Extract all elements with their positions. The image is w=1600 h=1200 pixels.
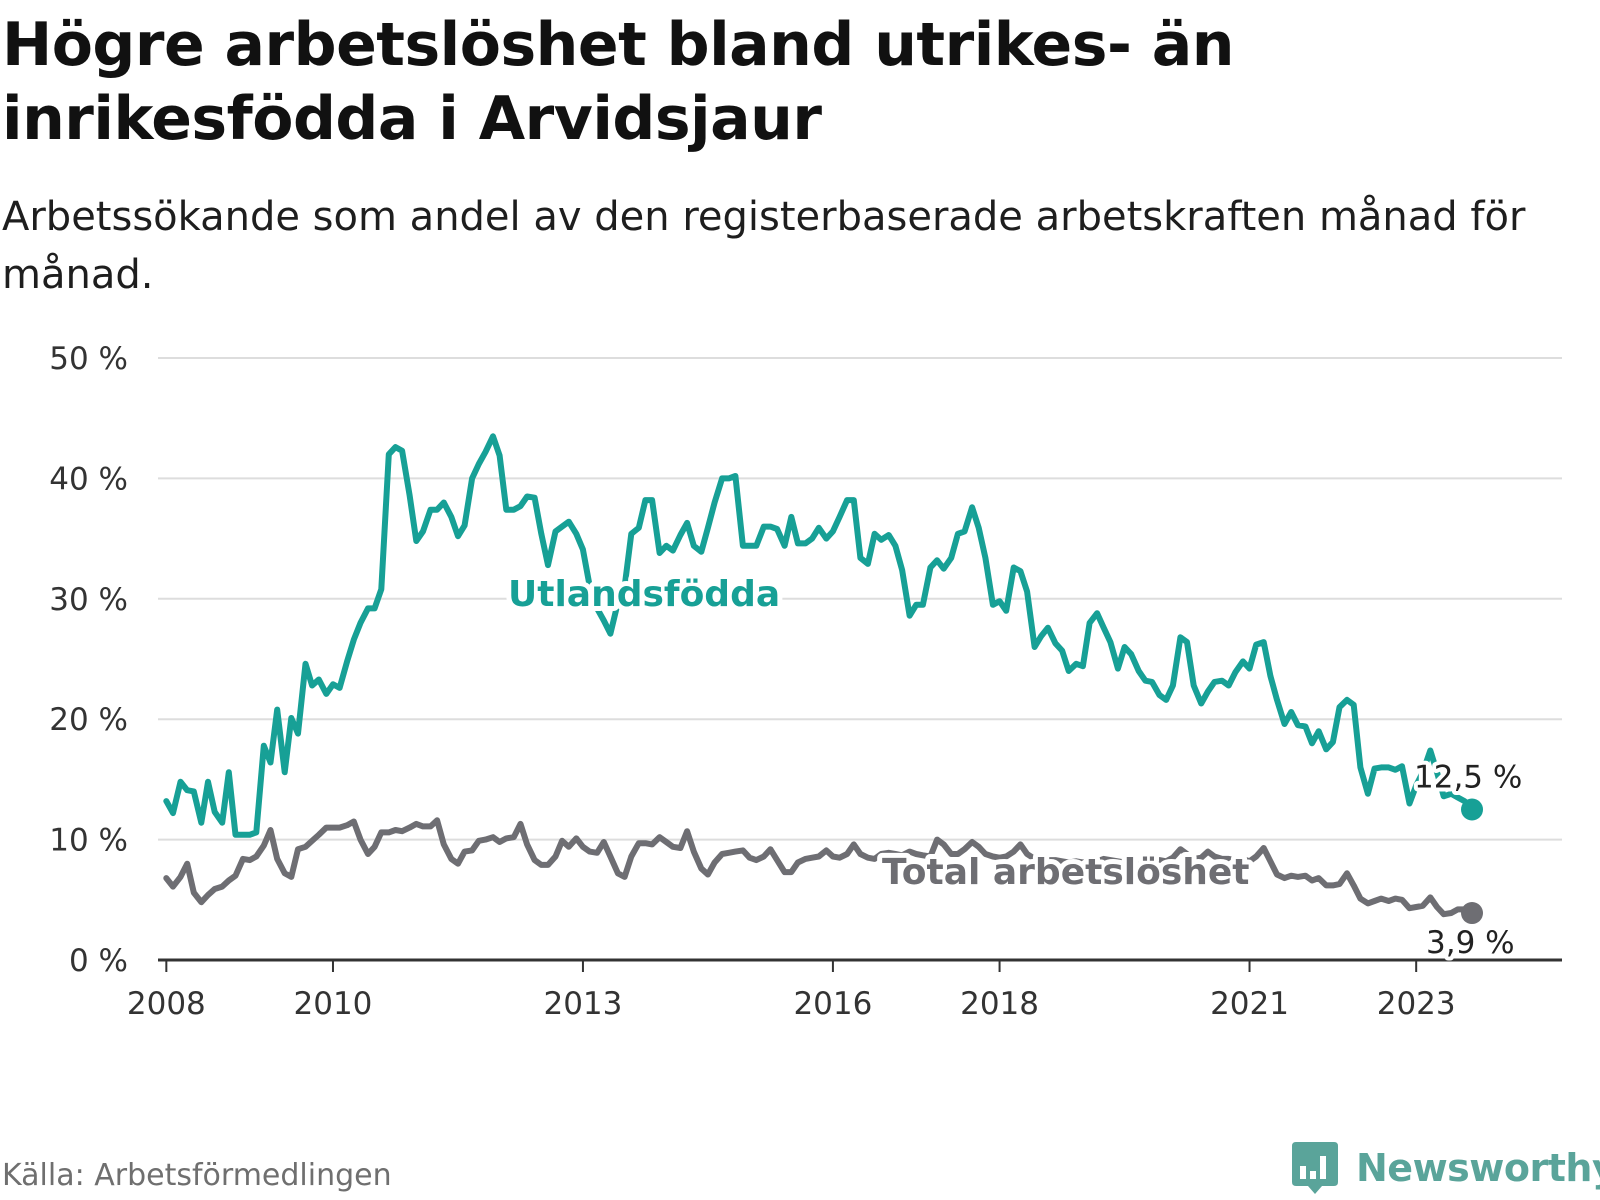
x-tick-label: 2010 [294,986,373,1022]
x-tick-label: 2018 [960,986,1039,1022]
y-tick-label: 30 % [49,582,128,618]
end-marker-utlandsfodda [1461,798,1484,821]
gridlines [158,357,1562,962]
chart-subtitle: Arbetssökande som andel av den registerb… [2,194,1526,298]
series-labels: 12,5 % 3,9 % Utlandsfödda Total arbetslöshe… [503,569,1526,965]
y-tick-label: 20 % [49,702,128,738]
brand-logo: Newsworthy [1290,1140,1600,1196]
y-tick-label: 50 % [49,341,128,377]
series-line-total [163,817,1475,918]
x-tick-label: 2008 [127,986,206,1022]
series-label-utlandsfodda: Utlandsfödda [508,574,780,615]
series-lines [163,433,1484,925]
bar-chart-speech-bubble-icon [1292,1142,1338,1194]
y-tick-label: 10 % [49,823,128,859]
end-label-utlandsfodda: 12,5 % [1414,760,1522,796]
x-axis-tick-labels: 2008 2010 2013 2016 2018 2021 2023 [127,960,1456,1022]
end-marker-total [1461,902,1484,925]
y-axis-tick-labels: 0 % 10 % 20 % 30 % 40 % 50 % [49,341,128,979]
y-tick-label: 0 % [69,943,128,979]
x-tick-label: 2021 [1210,986,1289,1022]
x-tick-label: 2016 [793,986,872,1022]
brand-name: Newsworthy [1356,1146,1600,1190]
y-tick-label: 40 % [49,461,128,497]
x-tick-label: 2013 [543,986,622,1022]
end-label-total: 3,9 % [1426,925,1515,961]
source-note: Källa: Arbetsförmedlingen [2,1158,392,1193]
series-line-utlandsfodda [163,433,1475,838]
x-tick-label: 2023 [1377,986,1456,1022]
series-label-total: Total arbetslöshet [882,852,1250,893]
chart-title: Högre arbetslöshet bland utrikes- än inr… [2,10,1234,154]
